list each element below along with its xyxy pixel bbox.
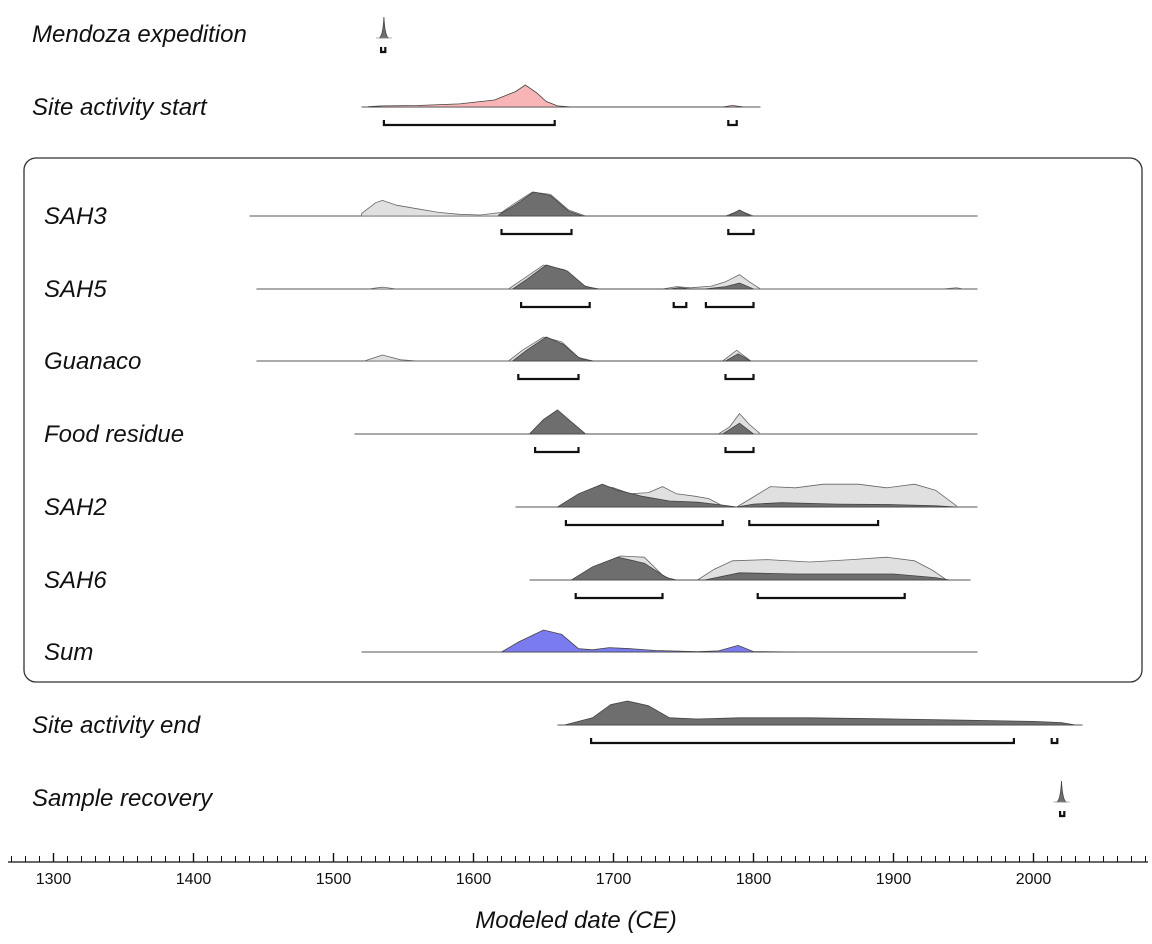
hpd-range	[672, 302, 688, 309]
posterior-distribution	[368, 84, 744, 108]
posterior-distribution	[570, 556, 950, 581]
row-sah6: SAH6	[44, 555, 971, 600]
model-group-frame	[23, 157, 1143, 683]
row-sah2: SAH2	[44, 483, 978, 527]
posterior-distribution	[498, 191, 751, 217]
hpd-range	[727, 229, 755, 236]
tick-label: 1600	[456, 871, 492, 888]
row-site-activity-start: Site activity start	[32, 84, 761, 127]
hpd-range	[380, 47, 387, 54]
tick-label: 1700	[596, 871, 632, 888]
sum-distribution	[500, 629, 796, 653]
row-sah5: SAH5	[44, 264, 978, 309]
hpd-range	[1059, 811, 1066, 818]
row-label: Food residue	[44, 421, 184, 448]
hpd-range	[756, 593, 906, 600]
row-label: SAH2	[44, 494, 107, 521]
hpd-range	[382, 120, 556, 127]
tick-label: 2000	[1016, 871, 1052, 888]
hpd-range	[534, 447, 580, 454]
tick-label: 1500	[316, 871, 352, 888]
hpd-range	[724, 447, 755, 454]
row-label: Site activity end	[32, 712, 201, 739]
posterior-distribution	[511, 336, 753, 362]
hpd-range	[724, 374, 755, 381]
hpd-range	[517, 374, 580, 381]
row-label: Sum	[44, 639, 93, 666]
hpd-range	[500, 229, 573, 236]
posterior-spike	[378, 16, 389, 39]
tick-label: 1800	[736, 871, 772, 888]
row-label: Site activity start	[32, 94, 208, 121]
tick-label: 1900	[876, 871, 912, 888]
hpd-range	[1050, 738, 1059, 745]
row-food-residue: Food residue	[44, 409, 978, 454]
row-guanaco: Guanaco	[44, 336, 978, 381]
tick-label: 1300	[36, 871, 72, 888]
row-label: SAH6	[44, 567, 107, 594]
tick-label: 1400	[176, 871, 212, 888]
row-label: SAH3	[44, 203, 107, 230]
hpd-range	[748, 520, 880, 527]
posterior-distribution	[564, 700, 1076, 726]
posterior-distribution	[556, 483, 957, 508]
posterior-distribution	[528, 409, 755, 435]
hpd-range	[564, 520, 724, 527]
distribution-rows: Mendoza expedition Site activity start SAH…	[32, 16, 1083, 818]
row-label: Guanaco	[44, 348, 141, 375]
row-sum: Sum	[44, 629, 978, 666]
hpd-range	[574, 593, 664, 600]
hpd-range	[727, 120, 738, 127]
row-mendoza-expedition: Mendoza expedition	[32, 16, 392, 54]
hpd-range	[704, 302, 755, 309]
hpd-range	[520, 302, 591, 309]
row-label: Mendoza expedition	[32, 21, 247, 48]
x-axis-title: Modeled date (CE)	[475, 907, 676, 934]
hpd-range	[590, 738, 1015, 745]
x-axis-ticks: 1300 1400 1500 1600 1700 1800 1900 2000	[11, 853, 1146, 888]
row-sah3: SAH3	[44, 191, 978, 236]
posterior-distribution	[511, 264, 754, 290]
posterior-spike	[1056, 780, 1067, 803]
row-site-activity-end: Site activity end	[32, 700, 1083, 745]
row-label: Sample recovery	[32, 785, 214, 812]
row-label: SAH5	[44, 276, 107, 303]
x-axis: 1300 1400 1500 1600 1700 1800 1900 2000 Modeled…	[8, 853, 1148, 934]
prior-distribution	[368, 264, 964, 290]
row-sample-recovery: Sample recovery	[32, 780, 1070, 818]
